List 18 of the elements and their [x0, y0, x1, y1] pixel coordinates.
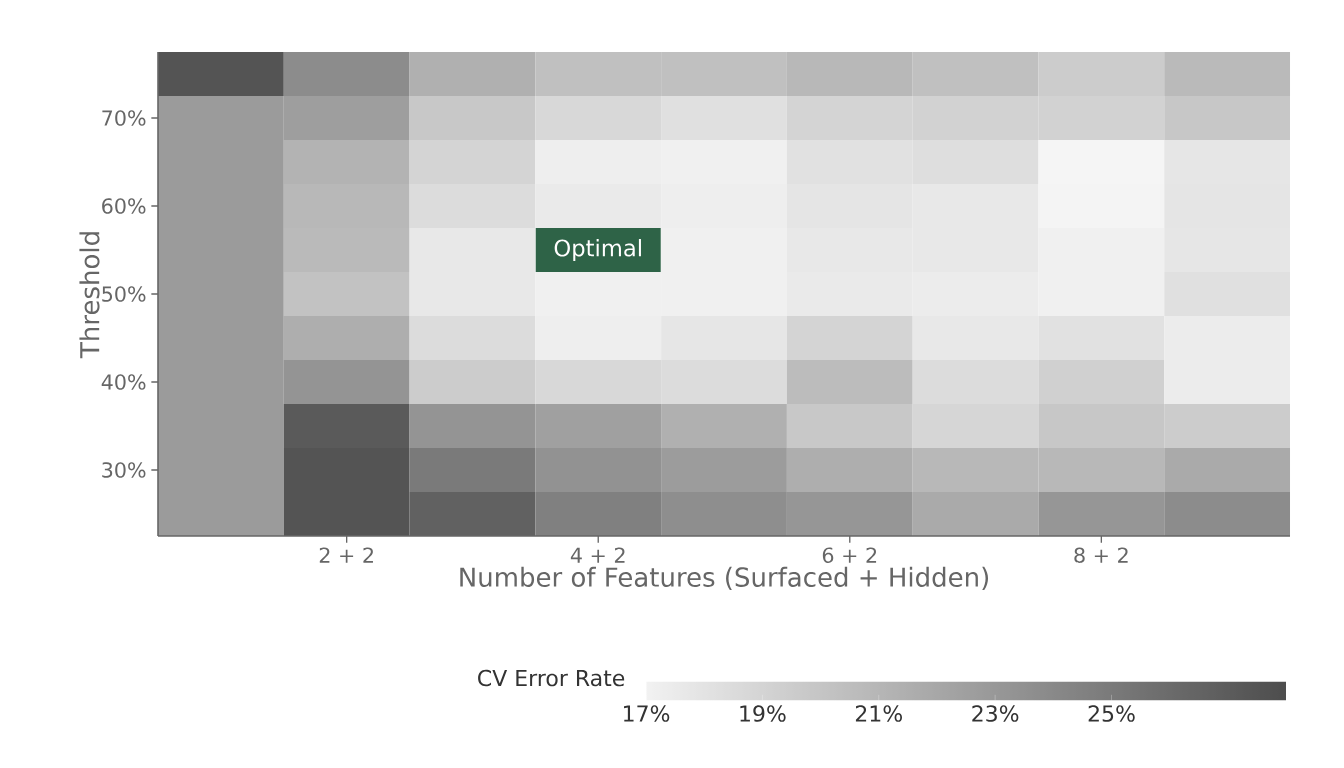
color-bar-label: 23% [972, 705, 1019, 722]
x-axis-title: Number of Features (Surfaced + Hidden) [460, 566, 989, 591]
y-axis-title: Threshold [79, 232, 100, 359]
color-bar-label: 17% [624, 705, 670, 722]
color-bar-label: 21% [855, 705, 902, 722]
y-tick-label: 40% [101, 374, 146, 390]
y-tick-label: 30% [102, 462, 146, 478]
annotation: Optimal [554, 239, 641, 261]
color-bar-label: 19% [740, 705, 786, 722]
y-tick-label: 60% [102, 198, 146, 214]
color-bar-label: 25% [1088, 705, 1135, 722]
x-tick-label: 4 + 2 [570, 547, 625, 563]
x-tick-label: 6 + 2 [822, 547, 877, 564]
x-tick-label: 2 + 2 [319, 547, 373, 563]
x-tick-label: 8 + 2 [1074, 547, 1128, 564]
color-bar-title: CV Error Rate [478, 669, 625, 687]
y-tick-label: 50% [102, 286, 146, 302]
y-tick-label: 70% [102, 110, 146, 126]
